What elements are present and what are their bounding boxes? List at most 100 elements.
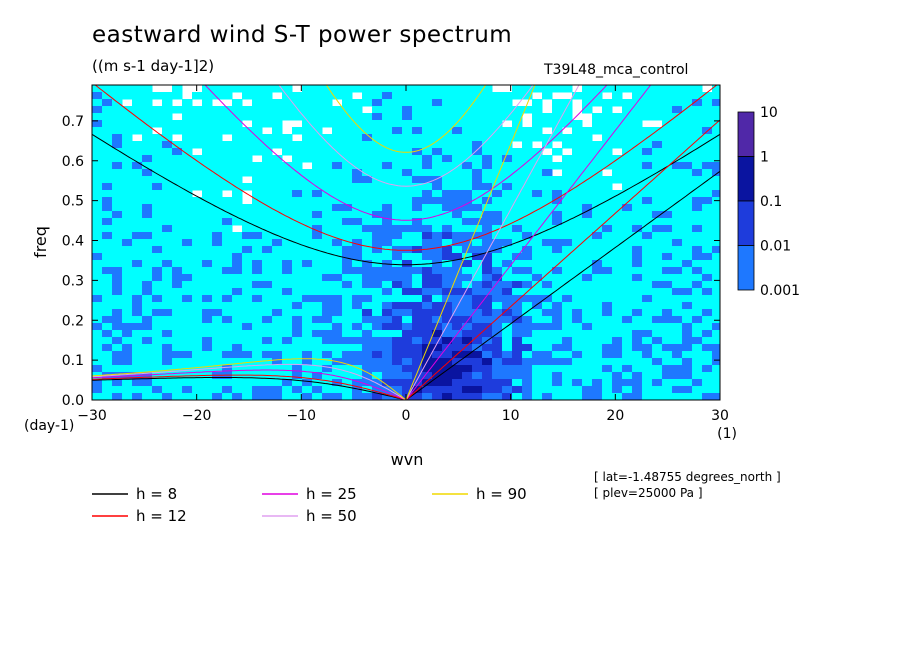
heatmap-cell bbox=[642, 295, 653, 303]
heatmap-cell bbox=[612, 85, 623, 93]
heatmap-cell bbox=[92, 169, 103, 177]
heatmap-cell bbox=[272, 330, 283, 338]
heatmap-cell bbox=[652, 134, 663, 142]
heatmap-cell bbox=[452, 176, 463, 184]
heatmap-cell bbox=[442, 169, 453, 177]
heatmap-cell bbox=[132, 316, 143, 324]
heatmap-cell bbox=[262, 246, 273, 254]
heatmap-cell bbox=[252, 302, 263, 310]
heatmap-cell bbox=[672, 337, 683, 345]
heatmap-cell bbox=[672, 239, 683, 247]
heatmap-cell bbox=[292, 106, 303, 114]
heatmap-cell bbox=[542, 246, 553, 254]
heatmap-cell bbox=[452, 281, 463, 289]
heatmap-cell bbox=[572, 92, 583, 100]
heatmap-cell bbox=[112, 309, 123, 317]
heatmap-cell bbox=[572, 393, 583, 400]
heatmap-cell bbox=[252, 386, 263, 394]
heatmap-cell bbox=[242, 106, 253, 114]
legend-label: h = 8 bbox=[136, 485, 177, 503]
heatmap-cell bbox=[332, 204, 343, 212]
heatmap-cell bbox=[242, 386, 253, 394]
heatmap-cell bbox=[642, 211, 653, 219]
heatmap-cell bbox=[412, 239, 423, 247]
heatmap-cell bbox=[182, 134, 193, 142]
heatmap-cell bbox=[482, 253, 493, 261]
heatmap-cell bbox=[272, 365, 283, 373]
heatmap-cell bbox=[102, 302, 113, 310]
heatmap-cell bbox=[532, 204, 543, 212]
heatmap-cell bbox=[232, 246, 243, 254]
heatmap-cell bbox=[152, 281, 163, 289]
heatmap-cell bbox=[612, 358, 623, 366]
heatmap-cell bbox=[182, 211, 193, 219]
heatmap-cell bbox=[102, 92, 113, 100]
heatmap-cell bbox=[312, 148, 323, 156]
heatmap-cell bbox=[612, 127, 623, 135]
heatmap-cell bbox=[242, 92, 253, 100]
heatmap-cell bbox=[562, 365, 573, 373]
heatmap-cell bbox=[362, 211, 373, 219]
heatmap-cell bbox=[412, 204, 423, 212]
heatmap-cell bbox=[442, 393, 453, 400]
heatmap-cell bbox=[392, 162, 403, 170]
heatmap-cell bbox=[262, 106, 273, 114]
heatmap-cell bbox=[612, 330, 623, 338]
heatmap-cell bbox=[712, 225, 720, 233]
color-bar-segment bbox=[737, 156, 755, 202]
heatmap-cell bbox=[232, 218, 243, 226]
heatmap-cell bbox=[182, 260, 193, 268]
heatmap-cell bbox=[542, 134, 553, 142]
heatmap-cell bbox=[662, 365, 673, 373]
heatmap-cell bbox=[272, 316, 283, 324]
heatmap-cell bbox=[322, 106, 333, 114]
heatmap-cell bbox=[92, 190, 103, 198]
heatmap-cell bbox=[272, 281, 283, 289]
heatmap-cell bbox=[432, 162, 443, 170]
heatmap-cell bbox=[372, 260, 383, 268]
heatmap-cell bbox=[712, 274, 720, 282]
heatmap-cell bbox=[692, 260, 703, 268]
heatmap-cell bbox=[162, 379, 173, 387]
heatmap-cell bbox=[322, 281, 333, 289]
heatmap-cell bbox=[92, 141, 103, 149]
heatmap-cell bbox=[662, 113, 673, 121]
heatmap-cell bbox=[672, 288, 683, 296]
heatmap-cell bbox=[512, 232, 523, 240]
heatmap-cell bbox=[712, 176, 720, 184]
heatmap-cell bbox=[132, 393, 143, 400]
heatmap-cell bbox=[562, 120, 573, 128]
heatmap-cell bbox=[152, 106, 163, 114]
y-tick-label: 0.1 bbox=[62, 353, 84, 369]
heatmap-cell bbox=[272, 302, 283, 310]
heatmap-cell bbox=[112, 295, 123, 303]
chart-units: ((m s-1 day-1]2) bbox=[92, 57, 215, 75]
heatmap-cell bbox=[332, 169, 343, 177]
heatmap-cell bbox=[572, 351, 583, 359]
heatmap-cell bbox=[112, 330, 123, 338]
heatmap-cell bbox=[442, 281, 453, 289]
heatmap-cell bbox=[592, 267, 603, 275]
heatmap-cell bbox=[122, 211, 133, 219]
heatmap-cell bbox=[512, 330, 523, 338]
heatmap-cell bbox=[372, 323, 383, 331]
heatmap-cell bbox=[442, 162, 453, 170]
heatmap-cell bbox=[372, 225, 383, 233]
heatmap-cell bbox=[662, 337, 673, 345]
heatmap-cell bbox=[562, 386, 573, 394]
heatmap-cell bbox=[212, 316, 223, 324]
heatmap-cell bbox=[212, 323, 223, 331]
heatmap-cell bbox=[142, 365, 153, 373]
heatmap-cell bbox=[542, 302, 553, 310]
heatmap-cell bbox=[172, 365, 183, 373]
heatmap-cell bbox=[382, 113, 393, 121]
heatmap-cell bbox=[192, 274, 203, 282]
heatmap-cell bbox=[692, 302, 703, 310]
heatmap-cell bbox=[412, 148, 423, 156]
heatmap-cell bbox=[562, 260, 573, 268]
heatmap-cell bbox=[102, 281, 113, 289]
heatmap-cell bbox=[442, 302, 453, 310]
heatmap-cell bbox=[662, 316, 673, 324]
heatmap-cell bbox=[272, 99, 283, 107]
heatmap-cell bbox=[602, 141, 613, 149]
